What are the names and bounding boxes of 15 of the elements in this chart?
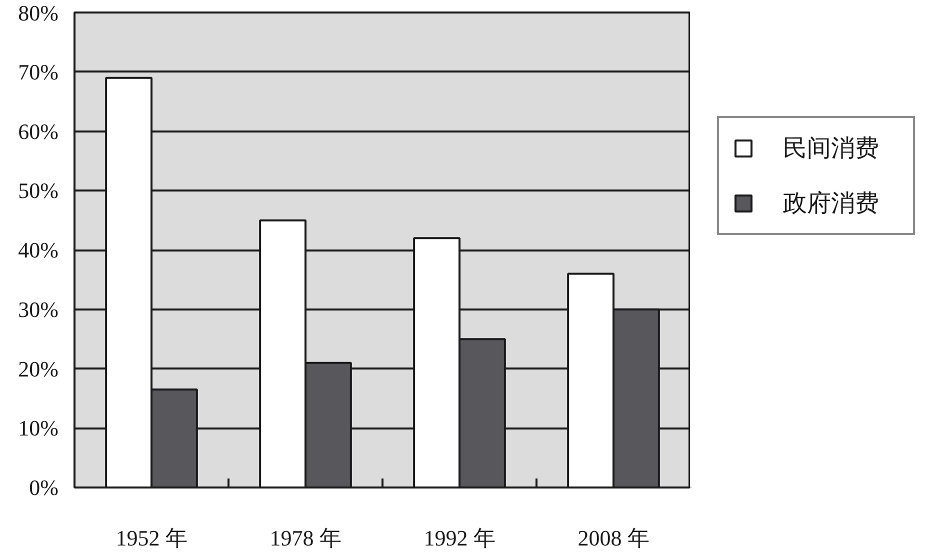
legend-label: 政府消费 [783, 190, 880, 218]
y-tick-label: 20% [18, 356, 58, 382]
y-tick-label: 40% [18, 238, 58, 262]
y-tick-label: 0% [29, 475, 58, 500]
x-tick-label: 1978 年 [270, 526, 342, 550]
y-tick-label: 70% [18, 59, 58, 84]
y-tick-label: 50% [18, 178, 58, 204]
x-tick-label: 1992 年 [424, 526, 496, 550]
x-tick-label: 2008 年 [578, 526, 650, 550]
y-tick-label: 80% [18, 0, 58, 26]
y-tick-label: 60% [18, 118, 58, 144]
x-tick-label: 1952 年 [116, 526, 188, 550]
y-tick-label: 30% [18, 296, 58, 322]
y-tick-label: 10% [18, 416, 58, 441]
legend-label: 民间消费 [783, 134, 880, 164]
